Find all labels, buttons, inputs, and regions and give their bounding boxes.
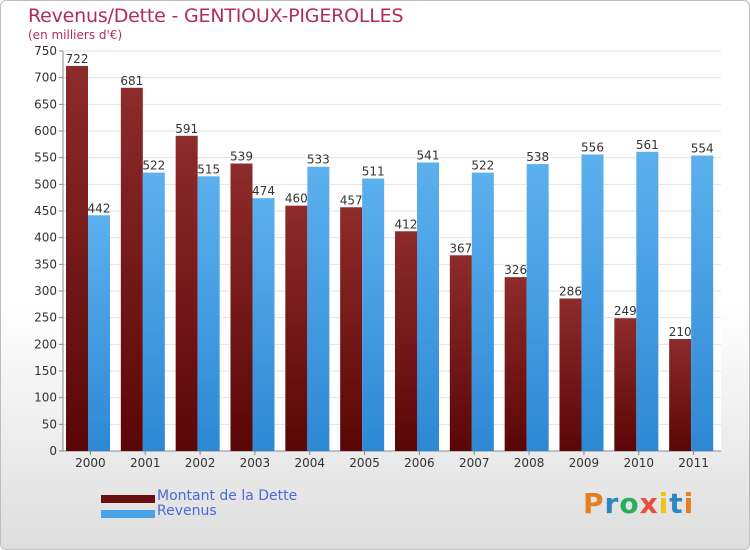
bar-revenus bbox=[691, 155, 714, 452]
data-label: 326 bbox=[504, 263, 527, 277]
data-label: 442 bbox=[88, 201, 111, 215]
y-tick-label: 700 bbox=[34, 71, 57, 85]
bar-revenus bbox=[142, 172, 165, 451]
x-tick-label: 2010 bbox=[623, 456, 654, 470]
data-label: 539 bbox=[230, 150, 253, 164]
logo-letter: o bbox=[619, 487, 640, 520]
y-tick-label: 50 bbox=[42, 417, 57, 431]
bar-dette bbox=[230, 163, 253, 452]
data-label: 286 bbox=[559, 284, 582, 298]
data-label: 367 bbox=[449, 241, 472, 255]
data-label: 591 bbox=[175, 122, 198, 136]
y-tick-label: 100 bbox=[34, 391, 57, 405]
data-label: 511 bbox=[362, 164, 385, 178]
data-label: 561 bbox=[636, 138, 659, 152]
logo-letter: x bbox=[639, 487, 659, 520]
y-tick-label: 150 bbox=[34, 364, 57, 378]
plot-area bbox=[63, 51, 721, 451]
data-label: 681 bbox=[120, 74, 143, 88]
y-tick-label: 450 bbox=[34, 204, 57, 218]
legend-label-revenus: Revenus bbox=[157, 503, 217, 519]
bar-dette bbox=[285, 205, 308, 451]
bar-revenus bbox=[362, 178, 385, 451]
bar-dette bbox=[395, 231, 417, 451]
bar-revenus bbox=[636, 151, 659, 452]
data-label: 457 bbox=[340, 193, 363, 207]
y-tick-label: 550 bbox=[34, 151, 57, 165]
bar-dette bbox=[120, 87, 143, 452]
bar-revenus bbox=[88, 215, 110, 451]
x-tick-label: 2006 bbox=[404, 456, 435, 470]
bar-revenus bbox=[417, 162, 439, 451]
logo-letter: i bbox=[683, 487, 695, 520]
y-tick-label: 250 bbox=[34, 311, 57, 325]
data-label: 460 bbox=[285, 192, 308, 206]
bar-dette bbox=[66, 65, 88, 451]
proxiti-logo: Proxiti bbox=[583, 487, 694, 520]
bar-dette bbox=[449, 255, 472, 451]
bar-dette bbox=[669, 339, 692, 451]
legend-label-dette: Montant de la Dette bbox=[157, 488, 298, 504]
bar-dette bbox=[559, 298, 582, 451]
x-tick-label: 2005 bbox=[349, 456, 380, 470]
y-tick-label: 200 bbox=[34, 337, 57, 351]
bar-dette bbox=[504, 277, 527, 451]
bar-revenus bbox=[252, 198, 275, 451]
data-label: 474 bbox=[252, 184, 275, 198]
bar-dette bbox=[340, 207, 363, 451]
logo-letter: t bbox=[669, 487, 684, 520]
bar-revenus bbox=[581, 154, 604, 451]
y-tick-label: 750 bbox=[34, 44, 57, 58]
logo-letter: P bbox=[583, 487, 605, 520]
data-label: 522 bbox=[471, 159, 494, 173]
y-tick-label: 350 bbox=[34, 257, 57, 271]
logo-letter: r bbox=[604, 487, 620, 520]
x-tick-label: 2000 bbox=[75, 456, 106, 470]
data-label: 538 bbox=[526, 150, 549, 164]
data-label: 554 bbox=[691, 142, 714, 156]
legend-swatch-dette bbox=[101, 495, 155, 503]
data-label: 210 bbox=[669, 325, 692, 339]
data-label: 722 bbox=[66, 52, 89, 66]
x-tick-label: 2009 bbox=[569, 456, 600, 470]
bar-dette bbox=[614, 318, 637, 451]
x-tick-label: 2007 bbox=[459, 456, 490, 470]
x-tick-label: 2003 bbox=[240, 456, 271, 470]
data-label: 412 bbox=[395, 217, 418, 231]
x-tick-label: 2008 bbox=[514, 456, 545, 470]
y-tick-label: 650 bbox=[34, 97, 57, 111]
data-label: 541 bbox=[417, 148, 440, 162]
bar-revenus bbox=[197, 176, 220, 452]
y-tick-label: 300 bbox=[34, 284, 57, 298]
y-tick-label: 600 bbox=[34, 124, 57, 138]
bar-revenus bbox=[471, 172, 494, 451]
x-tick-label: 2001 bbox=[130, 456, 161, 470]
chart-subtitle: (en milliers d'€) bbox=[28, 28, 123, 42]
logo-letter: i bbox=[658, 487, 670, 520]
x-tick-label: 2011 bbox=[678, 456, 709, 470]
y-tick-label: 400 bbox=[34, 231, 57, 245]
data-label: 556 bbox=[581, 140, 604, 154]
chart-title: Revenus/Dette - GENTIOUX-PIGEROLLES bbox=[28, 5, 404, 27]
data-label: 522 bbox=[142, 159, 165, 173]
data-label: 533 bbox=[307, 153, 330, 167]
bar-dette bbox=[175, 135, 198, 452]
data-label: 515 bbox=[197, 162, 220, 176]
data-label: 249 bbox=[614, 304, 637, 318]
y-tick-label: 500 bbox=[34, 177, 57, 191]
x-tick-label: 2002 bbox=[185, 456, 216, 470]
bar-revenus bbox=[307, 166, 330, 451]
legend-swatch-revenus bbox=[101, 510, 155, 518]
bar-revenus bbox=[526, 164, 549, 452]
x-tick-label: 2004 bbox=[294, 456, 325, 470]
y-tick-label: 0 bbox=[49, 444, 57, 458]
